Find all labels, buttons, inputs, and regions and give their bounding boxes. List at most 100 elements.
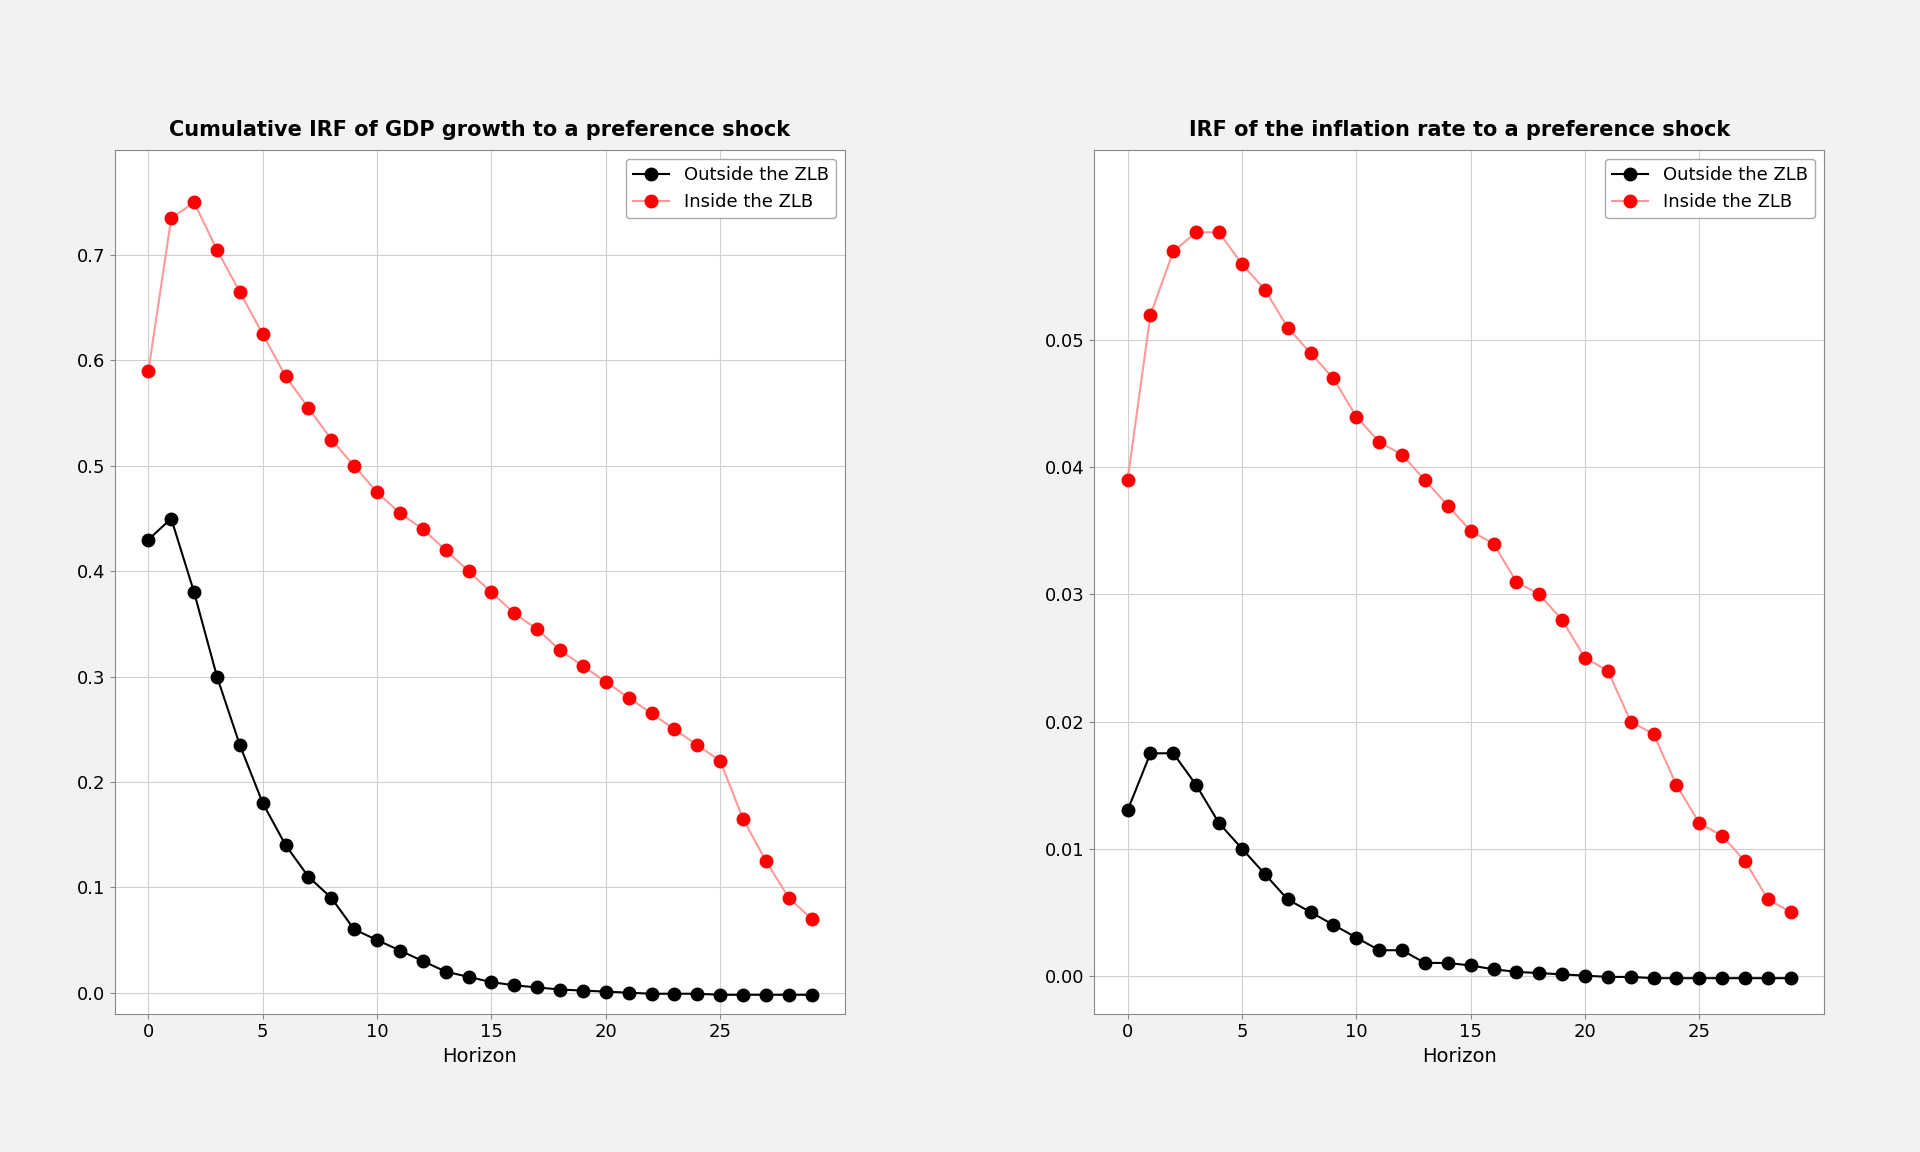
Inside the ZLB — [1367, 435, 1390, 449]
Outside the ZLB — [1436, 956, 1459, 970]
Outside the ZLB — [1528, 967, 1551, 980]
Inside the ZLB — [595, 675, 618, 689]
Outside the ZLB — [526, 980, 549, 994]
Inside the ZLB — [1551, 613, 1574, 627]
Outside the ZLB — [1551, 968, 1574, 982]
Outside the ZLB — [1665, 971, 1688, 985]
Outside the ZLB — [503, 978, 526, 992]
Outside the ZLB — [732, 988, 755, 1002]
Inside the ZLB — [778, 890, 801, 904]
Inside the ZLB — [275, 370, 298, 384]
Inside the ZLB — [1390, 448, 1413, 462]
Outside the ZLB — [1482, 962, 1505, 976]
Outside the ZLB — [1231, 842, 1254, 856]
Outside the ZLB — [1734, 971, 1757, 985]
Outside the ZLB — [685, 987, 708, 1001]
Outside the ZLB — [662, 987, 685, 1001]
Inside the ZLB — [1482, 537, 1505, 551]
Outside the ZLB — [639, 987, 662, 1001]
Outside the ZLB — [1390, 943, 1413, 957]
Inside the ZLB — [1642, 727, 1665, 741]
Outside the ZLB — [342, 923, 365, 937]
Inside the ZLB — [755, 854, 778, 867]
Outside the ZLB — [1277, 893, 1300, 907]
Outside the ZLB — [1619, 970, 1642, 984]
Outside the ZLB — [1254, 867, 1277, 881]
Inside the ZLB — [662, 722, 685, 736]
Line: Inside the ZLB: Inside the ZLB — [142, 196, 818, 925]
Inside the ZLB — [1185, 226, 1208, 240]
X-axis label: Horizon: Horizon — [1423, 1047, 1496, 1066]
Outside the ZLB — [457, 970, 480, 984]
Inside the ZLB — [457, 564, 480, 578]
Inside the ZLB — [616, 691, 639, 705]
Outside the ZLB — [616, 986, 639, 1000]
Outside the ZLB — [1367, 943, 1390, 957]
Inside the ZLB — [1413, 473, 1436, 487]
Inside the ZLB — [639, 706, 662, 720]
Outside the ZLB — [1574, 969, 1597, 983]
Inside the ZLB — [1321, 372, 1344, 386]
Inside the ZLB — [182, 196, 205, 210]
Inside the ZLB — [1574, 651, 1597, 665]
Inside the ZLB — [1734, 855, 1757, 869]
Outside the ZLB — [1596, 970, 1619, 984]
Outside the ZLB — [252, 796, 275, 810]
Outside the ZLB — [1505, 965, 1528, 979]
Inside the ZLB — [1300, 346, 1323, 359]
Outside the ZLB — [1642, 971, 1665, 985]
Inside the ZLB — [365, 485, 388, 499]
Inside the ZLB — [1528, 588, 1551, 601]
Outside the ZLB — [1116, 804, 1139, 818]
Line: Inside the ZLB: Inside the ZLB — [1121, 226, 1797, 918]
Outside the ZLB — [1208, 817, 1231, 831]
Outside the ZLB — [182, 585, 205, 599]
Outside the ZLB — [205, 669, 228, 683]
Inside the ZLB — [503, 606, 526, 620]
Inside the ZLB — [1116, 473, 1139, 487]
Inside the ZLB — [526, 622, 549, 636]
Line: Outside the ZLB: Outside the ZLB — [1121, 746, 1797, 985]
Outside the ZLB — [549, 983, 572, 996]
Outside the ZLB — [572, 984, 595, 998]
Outside the ZLB — [1711, 971, 1734, 985]
Inside the ZLB — [228, 285, 252, 298]
Outside the ZLB — [321, 890, 344, 904]
Outside the ZLB — [275, 839, 298, 852]
Inside the ZLB — [801, 912, 824, 926]
Inside the ZLB — [1459, 524, 1482, 538]
Inside the ZLB — [1254, 282, 1277, 296]
Outside the ZLB — [228, 738, 252, 752]
Inside the ZLB — [549, 643, 572, 657]
Inside the ZLB — [1505, 575, 1528, 589]
Outside the ZLB — [595, 985, 618, 999]
Inside the ZLB — [252, 327, 275, 341]
Legend: Outside the ZLB, Inside the ZLB: Outside the ZLB, Inside the ZLB — [626, 159, 835, 218]
Inside the ZLB — [1757, 893, 1780, 907]
Inside the ZLB — [1688, 817, 1711, 831]
Outside the ZLB — [298, 870, 321, 884]
Legend: Outside the ZLB, Inside the ZLB: Outside the ZLB, Inside the ZLB — [1605, 159, 1814, 218]
Outside the ZLB — [708, 988, 732, 1002]
Line: Outside the ZLB: Outside the ZLB — [142, 513, 818, 1001]
Inside the ZLB — [732, 812, 755, 826]
Inside the ZLB — [1665, 778, 1688, 791]
Outside the ZLB — [480, 976, 503, 990]
Inside the ZLB — [388, 507, 411, 521]
Outside the ZLB — [1459, 958, 1482, 972]
Outside the ZLB — [755, 988, 778, 1002]
Inside the ZLB — [1162, 244, 1185, 258]
Outside the ZLB — [1780, 971, 1803, 985]
Title: Cumulative IRF of GDP growth to a preference shock: Cumulative IRF of GDP growth to a prefer… — [169, 120, 791, 139]
Outside the ZLB — [1413, 956, 1436, 970]
Inside the ZLB — [298, 401, 321, 415]
Outside the ZLB — [801, 988, 824, 1002]
Outside the ZLB — [434, 964, 457, 978]
Inside the ZLB — [1208, 226, 1231, 240]
Inside the ZLB — [1231, 257, 1254, 271]
Outside the ZLB — [411, 954, 434, 968]
Outside the ZLB — [365, 933, 388, 947]
Outside the ZLB — [1162, 746, 1185, 760]
Inside the ZLB — [1344, 410, 1367, 424]
Inside the ZLB — [1711, 829, 1734, 843]
